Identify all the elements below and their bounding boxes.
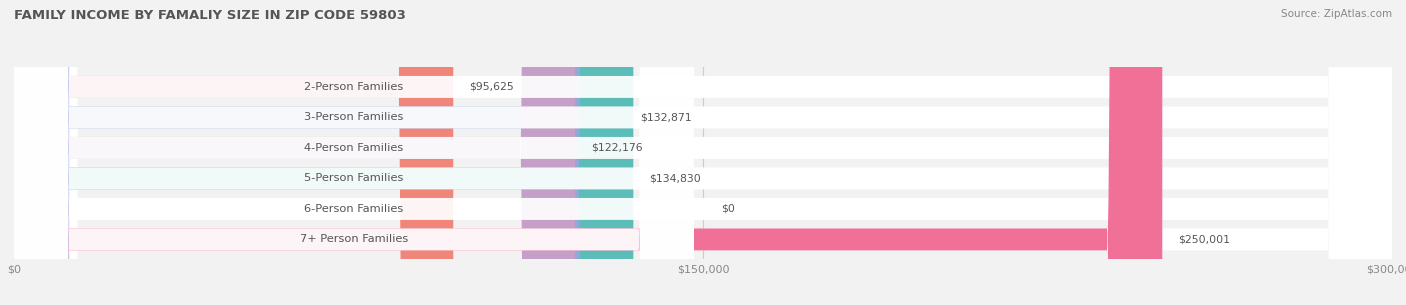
FancyBboxPatch shape <box>14 0 693 305</box>
Text: 2-Person Families: 2-Person Families <box>304 82 404 92</box>
FancyBboxPatch shape <box>14 0 693 305</box>
FancyBboxPatch shape <box>14 0 453 305</box>
FancyBboxPatch shape <box>14 0 1392 305</box>
Text: $250,001: $250,001 <box>1178 235 1230 244</box>
FancyBboxPatch shape <box>14 0 69 305</box>
FancyBboxPatch shape <box>14 0 633 305</box>
FancyBboxPatch shape <box>14 0 1392 305</box>
Text: $0: $0 <box>721 204 735 214</box>
FancyBboxPatch shape <box>14 0 693 305</box>
Text: $132,871: $132,871 <box>640 113 692 122</box>
FancyBboxPatch shape <box>14 0 624 305</box>
Text: 5-Person Families: 5-Person Families <box>304 174 404 183</box>
FancyBboxPatch shape <box>14 0 1392 305</box>
FancyBboxPatch shape <box>14 0 1392 305</box>
Text: Source: ZipAtlas.com: Source: ZipAtlas.com <box>1281 9 1392 19</box>
FancyBboxPatch shape <box>14 0 575 305</box>
Text: 7+ Person Families: 7+ Person Families <box>299 235 408 244</box>
Text: 4-Person Families: 4-Person Families <box>304 143 404 153</box>
FancyBboxPatch shape <box>14 0 1392 305</box>
Text: FAMILY INCOME BY FAMALIY SIZE IN ZIP CODE 59803: FAMILY INCOME BY FAMALIY SIZE IN ZIP COD… <box>14 9 406 22</box>
FancyBboxPatch shape <box>14 0 693 305</box>
FancyBboxPatch shape <box>14 0 693 305</box>
Text: 3-Person Families: 3-Person Families <box>304 113 404 122</box>
Text: $134,830: $134,830 <box>650 174 702 183</box>
Text: $95,625: $95,625 <box>470 82 515 92</box>
FancyBboxPatch shape <box>14 0 1392 305</box>
FancyBboxPatch shape <box>14 0 693 305</box>
Text: $122,176: $122,176 <box>592 143 643 153</box>
Text: 6-Person Families: 6-Person Families <box>304 204 404 214</box>
FancyBboxPatch shape <box>14 0 1163 305</box>
